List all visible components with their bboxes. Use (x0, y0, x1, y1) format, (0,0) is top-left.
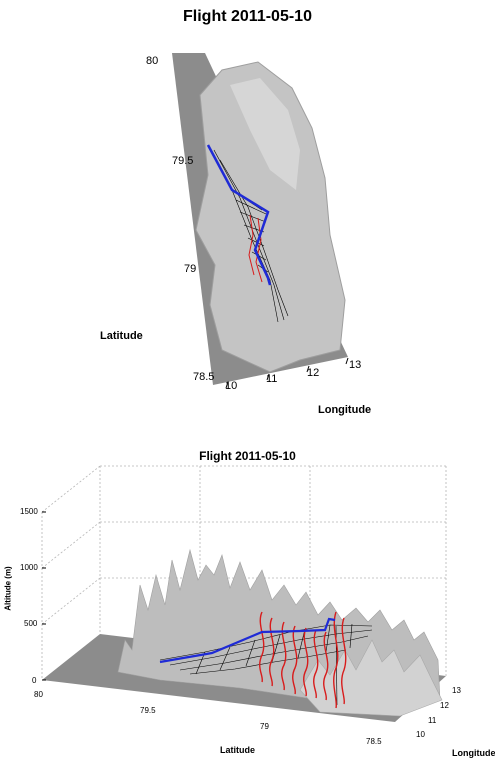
chart2-lat-tick-4: 78.5 (366, 737, 382, 746)
chart1-lat-tick-4: 78.5 (193, 371, 215, 383)
chart1-xlabel: Longitude (318, 404, 372, 416)
chart2-ylabel: Longitude (452, 748, 495, 758)
chart2-lon-tick-3: 11 (428, 716, 437, 725)
chart2-lon-tick-4: 10 (416, 730, 425, 739)
chart2-alt-tick-3: 500 (24, 619, 38, 628)
chart1-title: Flight 2011-05-10 (183, 8, 312, 25)
chart1-lat-tick-1: 80 (146, 55, 159, 67)
chart2-flight-track (159, 617, 336, 664)
chart1-lon-tick-3: 12 (307, 367, 320, 379)
chart2-profiles (259, 611, 347, 709)
chart1-lat-tick-3: 79 (184, 263, 197, 275)
chart2-alt-tick-2: 1000 (20, 563, 38, 572)
chart1-lon-tick-1: 10 (225, 380, 238, 392)
chart2-alt-tick-1: 1500 (20, 507, 38, 516)
chart2-lat-tick-3: 79 (260, 722, 269, 731)
chart2-lon-tick-1: 13 (452, 686, 461, 695)
chart2-zlabel: Altitude (m) (3, 566, 13, 611)
chart1-lat-tick-2: 79.5 (172, 155, 194, 167)
chart1-ylabel: Latitude (100, 330, 143, 342)
chart2-lon-tick-2: 12 (440, 701, 449, 710)
chart2-lat-tick-2: 79.5 (140, 706, 156, 715)
chart2-title: Flight 2011-05-10 (199, 449, 296, 463)
chart1-terrain-highlight (230, 78, 300, 190)
chart2-grid (41, 465, 447, 680)
chart2-alt-tick-4: 0 (32, 676, 37, 685)
chart1-profiles (248, 214, 263, 283)
chart1-lon-tick-4: 13 (349, 359, 362, 371)
chart1-lon-tick-2: 11 (266, 373, 278, 385)
chart1-flight-track (206, 144, 272, 286)
chart2-lat-tick-1: 80 (34, 690, 43, 699)
chart1-terrain (195, 61, 346, 373)
chart2-xlabel: Latitude (220, 745, 255, 755)
